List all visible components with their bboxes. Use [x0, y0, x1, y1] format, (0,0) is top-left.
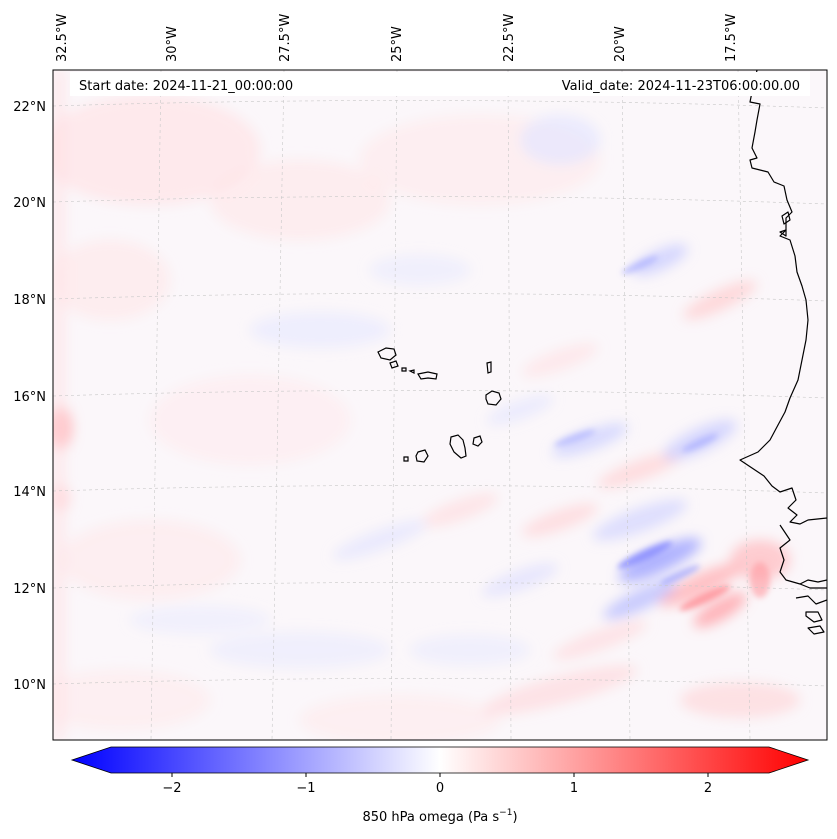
colorbar-label-main: 850 hPa omega (Pa s — [362, 810, 499, 825]
island-santiago — [449, 434, 467, 459]
coastline — [739, 70, 827, 635]
lat-label: 10°N — [13, 678, 46, 693]
colorbar-label-tail: ) — [512, 810, 517, 825]
lat-label: 16°N — [13, 390, 46, 405]
island-santo-antao — [377, 347, 397, 361]
fine-structure — [554, 255, 770, 611]
lat-label: 22°N — [13, 100, 46, 115]
island-fogo — [415, 449, 429, 463]
lat-label: 12°N — [13, 582, 46, 597]
colorbar-tick-label: 0 — [436, 781, 444, 796]
map-area — [53, 70, 827, 740]
lon-label: 32.5°W — [55, 14, 70, 62]
lat-label: 14°N — [13, 485, 46, 500]
colorbar-tick-label: −2 — [162, 781, 181, 796]
island-sao-vicente — [389, 360, 399, 369]
graticule — [53, 70, 827, 740]
latitude-labels: 22°N 20°N 18°N 16°N 14°N 12°N 10°N — [13, 100, 46, 693]
colorbar-label: 850 hPa omega (Pa s−1) — [362, 808, 517, 825]
lon-label: 20°W — [613, 26, 628, 62]
cape-verde-islands — [377, 347, 502, 463]
omega-field-pattern — [53, 70, 800, 740]
lon-label: 17.5°W — [724, 14, 739, 62]
island-brava — [403, 456, 409, 462]
lat-label: 20°N — [13, 196, 46, 211]
lon-label: 30°W — [165, 26, 180, 62]
colorbar-ticks — [171, 773, 709, 777]
island-sal — [486, 361, 492, 374]
island-maio — [472, 435, 483, 447]
map-frame — [52, 69, 828, 741]
colorbar-label-exp: −1 — [499, 808, 512, 818]
african-coastline — [739, 70, 827, 525]
valid-date-label: Valid_date: 2024-11-23T06:00:00.00 — [562, 79, 800, 94]
start-date-label: Start date: 2024-11-21_00:00:00 — [79, 79, 293, 94]
lon-label: 25°W — [390, 26, 405, 62]
lon-label: 27.5°W — [278, 14, 293, 62]
colorbar-body — [70, 746, 810, 774]
island-boa-vista — [485, 390, 502, 406]
colorbar-tick-label: 2 — [704, 781, 712, 796]
lat-label: 18°N — [13, 293, 46, 308]
lon-label: 22.5°W — [502, 14, 517, 62]
header-band — [70, 72, 810, 96]
island-sao-nicolau — [417, 371, 438, 380]
colorbar-tick-label: −1 — [296, 781, 315, 796]
colorbar: −2 −1 0 1 2 850 hPa omega (Pa s−1) — [70, 746, 810, 825]
longitude-labels: 32.5°W 30°W 27.5°W 25°W 22.5°W 20°W 17.5… — [55, 14, 739, 62]
colorbar-tick-label: 1 — [570, 781, 578, 796]
